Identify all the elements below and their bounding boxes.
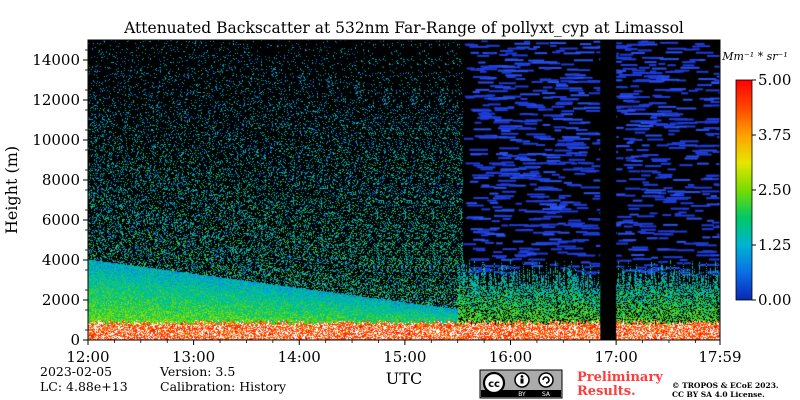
colorbar-tick-label: 3.75	[758, 126, 791, 144]
colorbar: Mm⁻¹ * sr⁻¹ 5.00 3.75 2.50 1.25 0.00	[721, 50, 791, 309]
svg-text:cc: cc	[488, 379, 500, 390]
colorbar-tick-label: 0.00	[758, 291, 791, 309]
x-axis: 12:00 13:00 14:00 15:00 16:00 17:00 17:59	[66, 340, 742, 366]
colorbar-gradient	[735, 79, 753, 301]
copyright-line-2: CC BY SA 4.0 License.	[672, 390, 765, 399]
x-tick-label: 17:59	[698, 348, 741, 366]
preliminary-label: Preliminary	[577, 370, 663, 385]
x-tick-label: 12:00	[66, 348, 109, 366]
colorbar-unit-label: Mm⁻¹ * sr⁻¹	[721, 50, 788, 63]
x-tick-label: 14:00	[278, 348, 321, 366]
y-axis: 0 2000 4000 6000 8000 10000 12000 14000	[32, 49, 88, 349]
x-tick-label: 13:00	[172, 348, 215, 366]
y-tick-label: 6000	[42, 211, 80, 229]
x-axis-label: UTC	[386, 369, 422, 388]
cc-license-badge: cc BY SA	[479, 369, 563, 399]
info-block: 2023-02-05 Version: 3.5 LC: 4.88e+13 Cal…	[40, 364, 287, 394]
colorbar-tick-label: 5.00	[758, 71, 791, 89]
backscatter-heatmap	[88, 40, 720, 340]
info-version: Version: 3.5	[159, 364, 235, 379]
y-tick-label: 10000	[32, 131, 80, 149]
svg-text:BY: BY	[518, 391, 526, 398]
svg-text:SA: SA	[542, 391, 551, 398]
colorbar-tick-label: 1.25	[758, 236, 791, 254]
y-axis-label: Height (m)	[2, 146, 21, 234]
heatmap-image	[88, 40, 720, 340]
x-tick-label: 16:00	[489, 348, 532, 366]
colorbar-tick-label: 2.50	[758, 181, 791, 199]
info-lc: LC: 4.88e+13	[40, 379, 128, 394]
y-tick-label: 0	[70, 331, 80, 349]
y-tick-label: 2000	[42, 291, 80, 309]
y-tick-label: 14000	[32, 51, 80, 69]
preliminary-label-line2: Results.	[577, 384, 636, 399]
share-alike-icon: SA	[538, 372, 554, 398]
y-tick-label: 8000	[42, 171, 80, 189]
info-date: 2023-02-05	[40, 364, 112, 379]
y-tick-label: 12000	[32, 91, 80, 109]
attribution-icon: BY	[514, 372, 530, 398]
copyright-line-1: © TROPOS & ECoE 2023.	[672, 381, 779, 390]
x-tick-label: 17:00	[595, 348, 638, 366]
plot-area	[87, 39, 721, 341]
info-calibration: Calibration: History	[160, 379, 287, 394]
x-tick-label: 15:00	[383, 348, 426, 366]
y-tick-label: 4000	[42, 251, 80, 269]
chart-title: Attenuated Backscatter at 532nm Far-Rang…	[123, 19, 684, 37]
creative-commons-icon: cc	[482, 371, 506, 395]
